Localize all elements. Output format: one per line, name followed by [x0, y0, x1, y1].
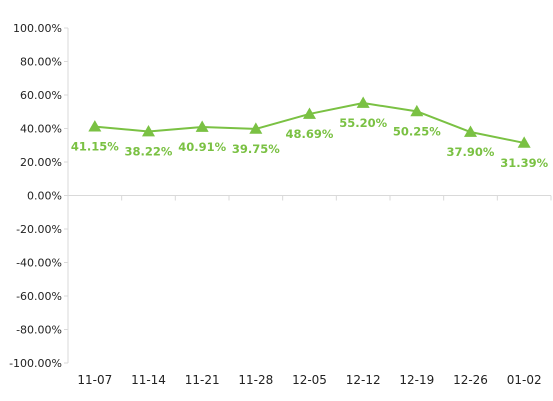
data-point-marker: [195, 120, 209, 132]
series-group: 41.15% 38.22% 40.91% 39.75% 48.69% 55.20% 50.2…: [71, 96, 549, 170]
data-label: 37.90%: [447, 145, 495, 159]
y-tick-label: 60.00%: [20, 89, 62, 102]
data-label: 50.25%: [393, 124, 441, 138]
data-point-marker: [517, 136, 531, 148]
data-point-marker: [356, 96, 370, 108]
y-tick-label: -80.00%: [16, 324, 62, 337]
x-tick-label: 11-21: [185, 373, 220, 387]
data-point-marker: [410, 104, 424, 117]
y-tick-label: 0.00%: [27, 190, 62, 203]
data-point-marker: [142, 124, 155, 137]
data-label: 41.15%: [71, 140, 119, 154]
data-point-marker: [464, 125, 477, 137]
x-tick-label: 12-26: [453, 373, 488, 387]
y-tick-label: 20.00%: [20, 156, 62, 169]
data-label: 55.20%: [339, 116, 387, 130]
x-tick-label: 01-02: [507, 373, 542, 387]
y-tick-label: -20.00%: [16, 223, 62, 236]
data-point-marker: [303, 107, 316, 119]
data-label: 48.69%: [286, 127, 334, 141]
x-axis-ticks: 11-07 11-14 11-21 11-28 12-05 12-12 12-19 12-26…: [77, 373, 541, 387]
y-tick-label: 40.00%: [20, 123, 62, 136]
x-tick-label: 11-07: [77, 373, 112, 387]
data-label: 40.91%: [178, 140, 226, 154]
x-tick-label: 11-14: [131, 373, 166, 387]
data-point-marker: [88, 120, 102, 132]
x-tick-label: 12-05: [292, 373, 327, 387]
y-tick-label: -60.00%: [16, 290, 62, 303]
x-tick-label: 12-19: [399, 373, 434, 387]
data-label: 39.75%: [232, 142, 280, 156]
x-tick-label: 12-12: [346, 373, 381, 387]
chart-axes: [64, 27, 552, 364]
y-axis-ticks: 100.00% 80.00% 60.00% 40.00% 20.00% 0.00% -20.…: [9, 22, 62, 370]
data-label: 31.39%: [500, 156, 548, 170]
y-tick-label: -40.00%: [16, 257, 62, 270]
y-tick-label: 100.00%: [13, 22, 62, 35]
data-point-marker: [249, 122, 263, 134]
data-label: 38.22%: [125, 144, 173, 158]
y-tick-label: -100.00%: [9, 357, 62, 370]
y-tick-label: 80.00%: [20, 56, 62, 69]
x-tick-label: 11-28: [238, 373, 273, 387]
